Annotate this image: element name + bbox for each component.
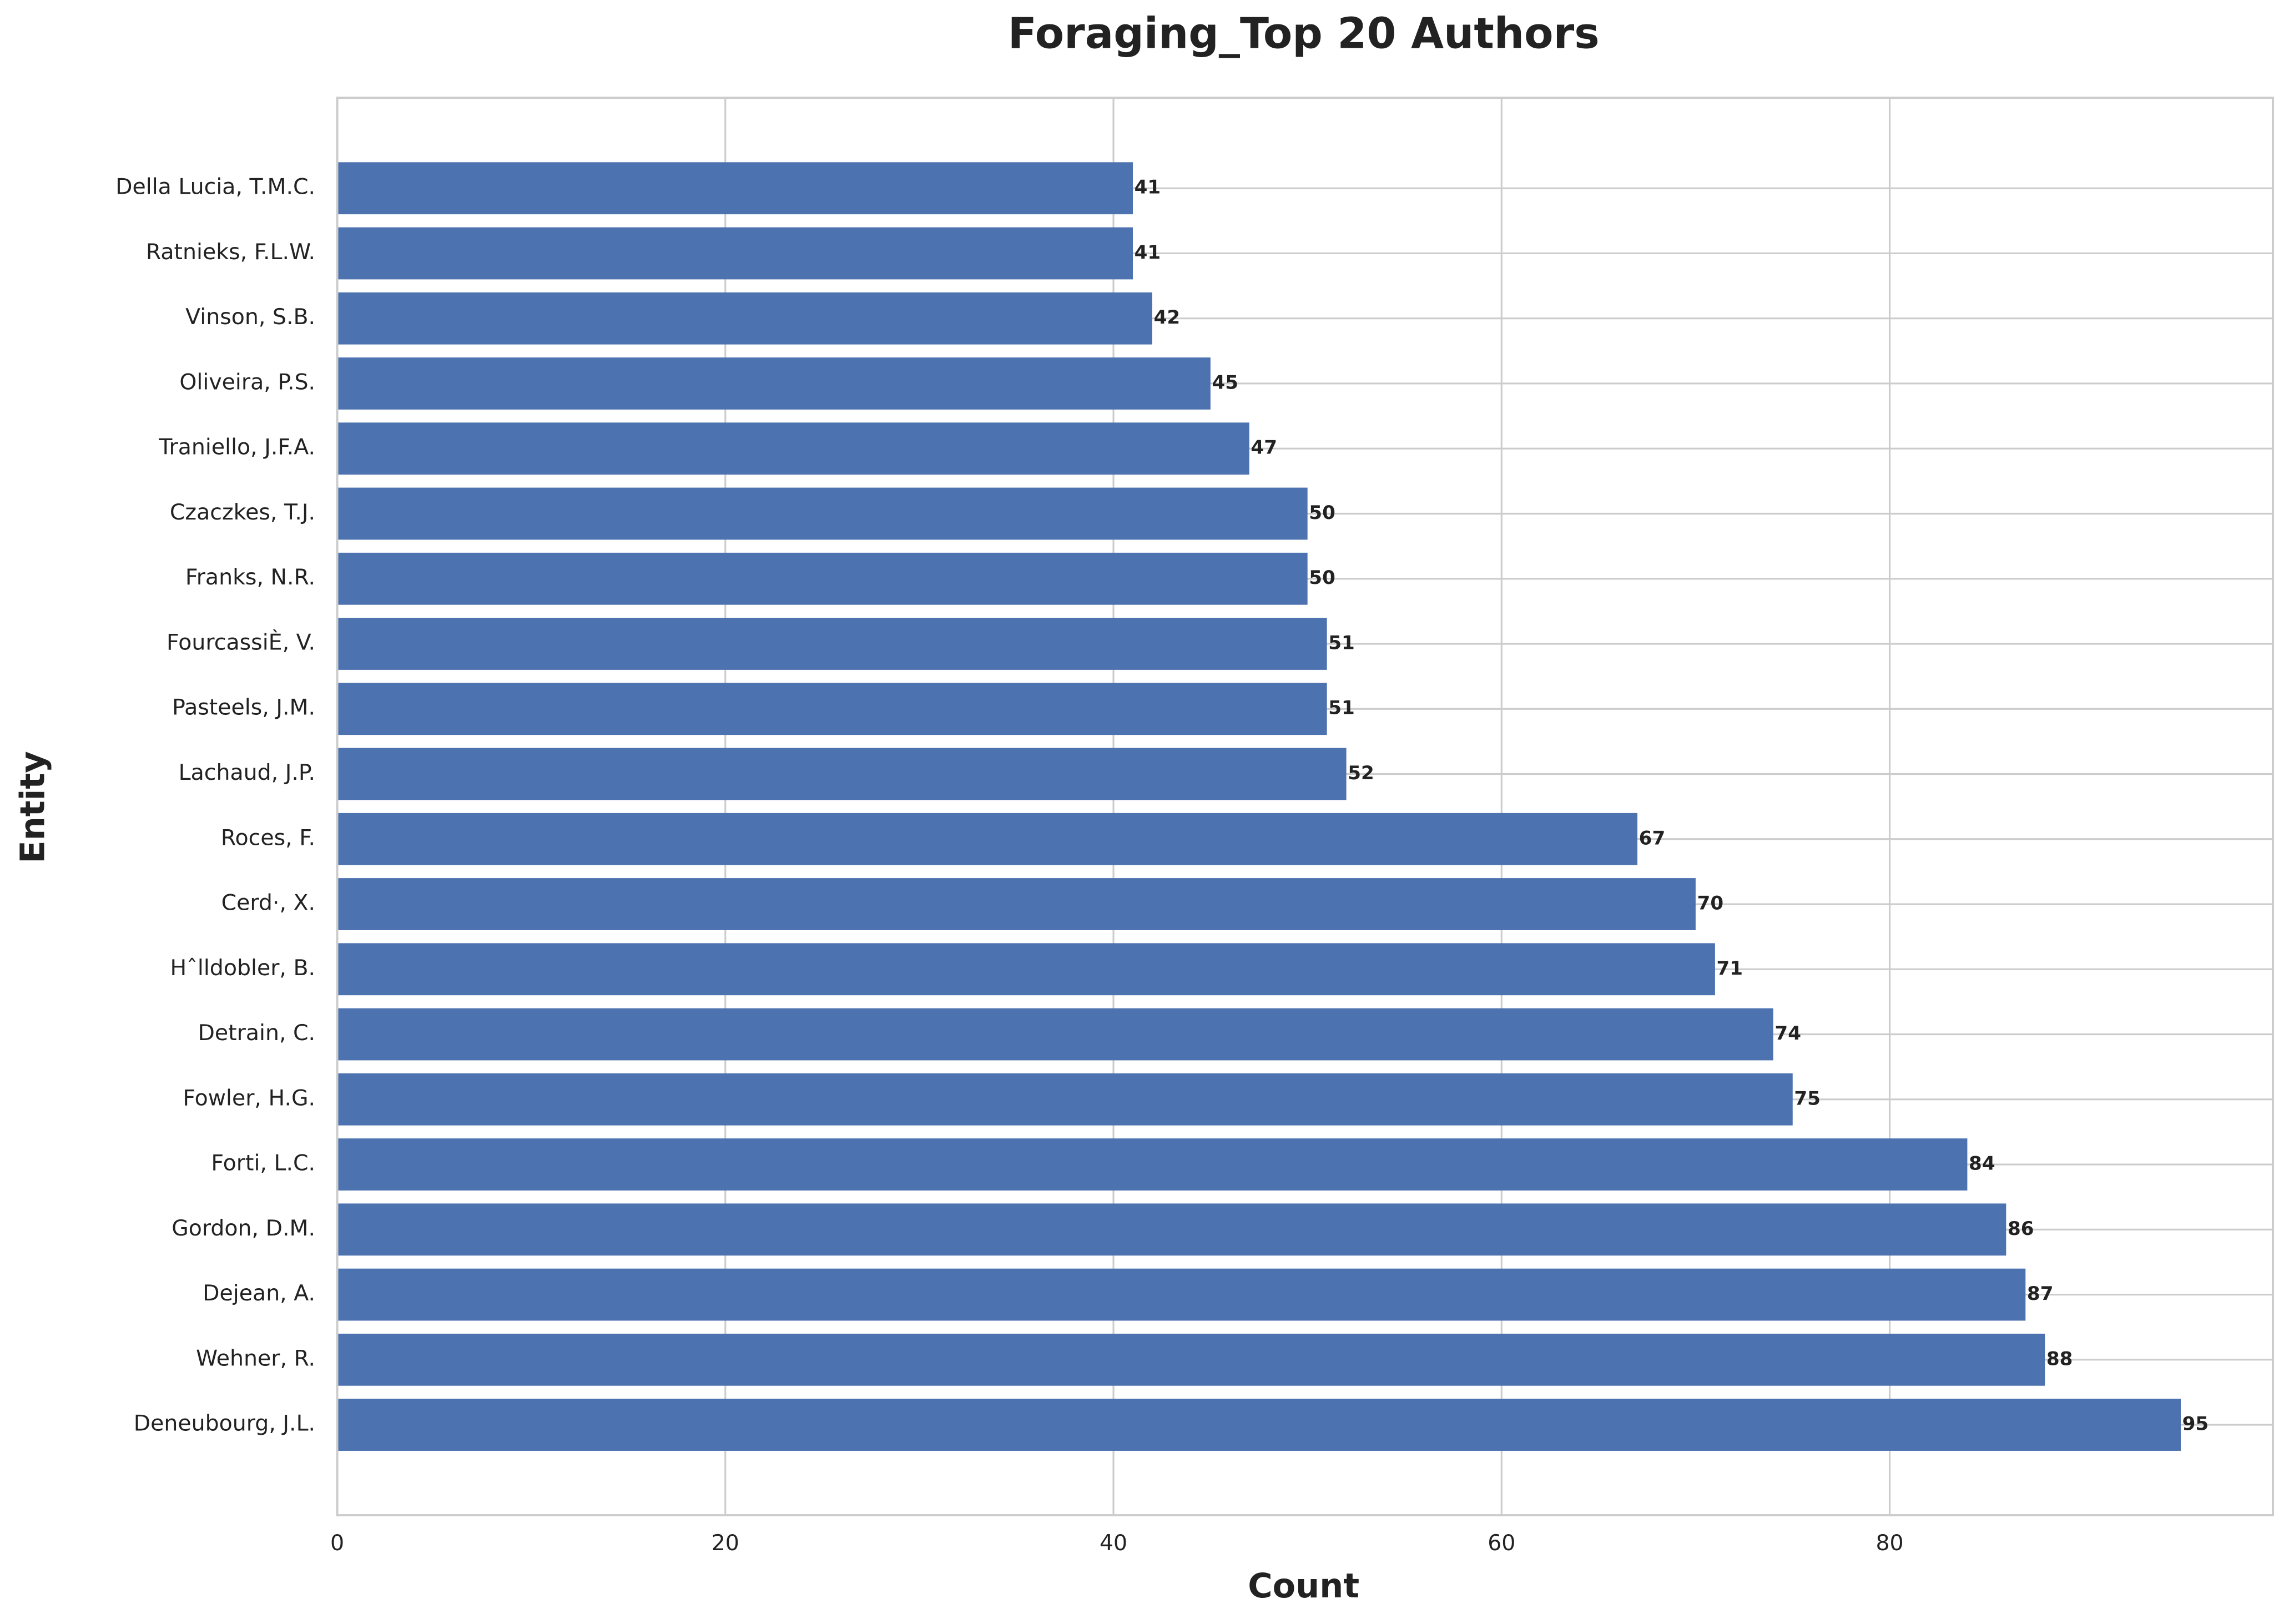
data-label: 86	[2008, 1218, 2034, 1240]
data-label: 67	[1639, 827, 1666, 849]
bar	[337, 878, 1696, 930]
y-tick-label: Oliveira, P.S.	[179, 369, 315, 395]
bar	[337, 487, 1308, 540]
y-tick-label: Vinson, S.B.	[185, 304, 315, 330]
y-tick-label: Franks, N.R.	[185, 564, 315, 590]
y-tick-label: Wehner, R.	[196, 1345, 315, 1371]
bar	[337, 292, 1152, 345]
bar	[337, 683, 1327, 735]
data-label: 51	[1328, 697, 1355, 719]
bar	[337, 162, 1133, 215]
y-tick-label: Traniello, J.F.A.	[158, 435, 315, 460]
y-tick-label: Lachaud, J.P.	[179, 760, 315, 785]
bar	[337, 748, 1347, 800]
bar	[337, 1399, 2181, 1451]
y-tick-label: Forti, L.C.	[211, 1151, 315, 1176]
x-tick-label: 80	[1875, 1530, 1903, 1556]
bar	[337, 1333, 2045, 1386]
bar	[337, 943, 1715, 996]
y-tick-label: Fowler, H.G.	[183, 1085, 315, 1111]
bar	[337, 813, 1638, 865]
y-tick-label: Deneubourg, J.L.	[134, 1411, 315, 1436]
x-tick-label: 0	[330, 1530, 344, 1556]
bar	[337, 1138, 1968, 1191]
y-tick-label: Della Lucia, T.M.C.	[115, 174, 315, 200]
data-label: 50	[1309, 567, 1335, 589]
data-label: 41	[1135, 176, 1161, 199]
data-label: 88	[2046, 1348, 2073, 1370]
y-tick-label: Roces, F.	[221, 825, 315, 850]
data-label: 50	[1309, 502, 1335, 524]
data-label: 41	[1135, 241, 1161, 264]
data-label: 51	[1328, 632, 1355, 654]
x-tick-label: 40	[1100, 1530, 1127, 1556]
y-tick-label: Detrain, C.	[198, 1020, 316, 1046]
y-tick-label: Czaczkes, T.J.	[170, 500, 315, 525]
data-label: 87	[2027, 1283, 2054, 1305]
bar	[337, 227, 1133, 280]
y-tick-label: Dejean, A.	[203, 1280, 315, 1306]
data-label: 84	[1969, 1153, 1995, 1175]
bar	[337, 552, 1308, 605]
x-axis-label: Count	[1248, 1567, 1359, 1606]
data-label: 74	[1774, 1022, 1801, 1045]
chart-title: Foraging_Top 20 Authors	[1008, 9, 1600, 58]
bar	[337, 422, 1249, 475]
data-label: 95	[2182, 1413, 2209, 1435]
y-tick-label: Gordon, D.M.	[172, 1216, 315, 1241]
bar	[337, 618, 1327, 670]
y-tick-label: Pasteels, J.M.	[172, 695, 315, 720]
data-label: 42	[1154, 306, 1181, 329]
y-tick-label: Ratnieks, F.L.W.	[146, 239, 315, 265]
data-label: 52	[1348, 762, 1374, 784]
data-label: 71	[1717, 957, 1743, 980]
plot-frame	[336, 97, 2275, 1517]
y-tick-label: Cerd·, X.	[221, 890, 316, 916]
y-axis-label: Entity	[14, 751, 53, 863]
x-tick-label: 60	[1488, 1530, 1515, 1556]
y-tick-label: Hˆlldobler, B.	[170, 955, 316, 981]
data-label: 45	[1212, 371, 1238, 394]
data-label: 47	[1251, 437, 1277, 459]
bar	[337, 1268, 2026, 1321]
x-tick-label: 20	[712, 1530, 739, 1556]
bar	[337, 1073, 1793, 1126]
bar	[337, 357, 1211, 410]
bar	[337, 1203, 2006, 1256]
y-tick-label: FourcassiÈ, V.	[167, 629, 315, 655]
data-label: 70	[1697, 892, 1724, 915]
bar	[337, 1008, 1773, 1061]
data-label: 75	[1794, 1087, 1821, 1109]
